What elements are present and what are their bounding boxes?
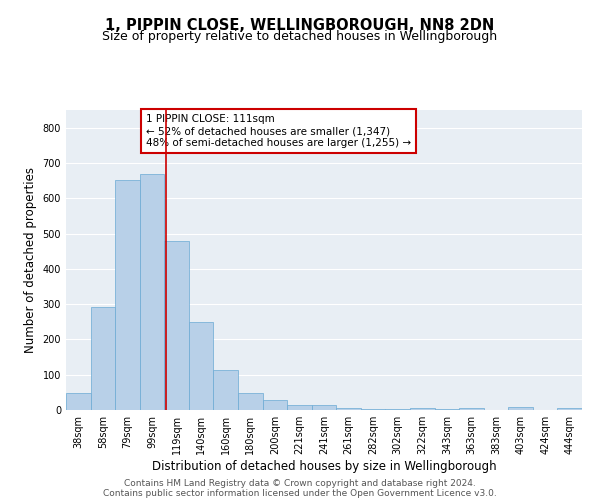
Bar (164, 242, 189, 410)
Bar (361, 408, 385, 410)
Y-axis label: Number of detached properties: Number of detached properties (24, 167, 37, 353)
Bar (91, 307, 115, 410)
Bar (189, 322, 214, 410)
Bar (410, 408, 434, 410)
Text: 1 PIPPIN CLOSE: 111sqm
← 52% of detached houses are smaller (1,347)
48% of semi-: 1 PIPPIN CLOSE: 111sqm ← 52% of detached… (146, 114, 411, 148)
Text: Contains HM Land Registry data © Crown copyright and database right 2024.: Contains HM Land Registry data © Crown c… (124, 478, 476, 488)
Bar (459, 408, 484, 410)
Bar (214, 370, 238, 410)
Bar (434, 409, 459, 410)
Bar (336, 408, 361, 410)
Bar (557, 408, 582, 410)
Bar (508, 407, 533, 410)
Bar (115, 180, 140, 410)
Text: Contains public sector information licensed under the Open Government Licence v3: Contains public sector information licen… (103, 488, 497, 498)
Text: 1, PIPPIN CLOSE, WELLINGBOROUGH, NN8 2DN: 1, PIPPIN CLOSE, WELLINGBOROUGH, NN8 2DN (106, 18, 494, 32)
X-axis label: Distribution of detached houses by size in Wellingborough: Distribution of detached houses by size … (152, 460, 496, 473)
Bar (238, 393, 263, 410)
Bar (287, 404, 312, 410)
Bar (140, 174, 164, 410)
Bar (312, 405, 336, 410)
Bar (66, 393, 91, 410)
Bar (263, 400, 287, 410)
Text: Size of property relative to detached houses in Wellingborough: Size of property relative to detached ho… (103, 30, 497, 43)
